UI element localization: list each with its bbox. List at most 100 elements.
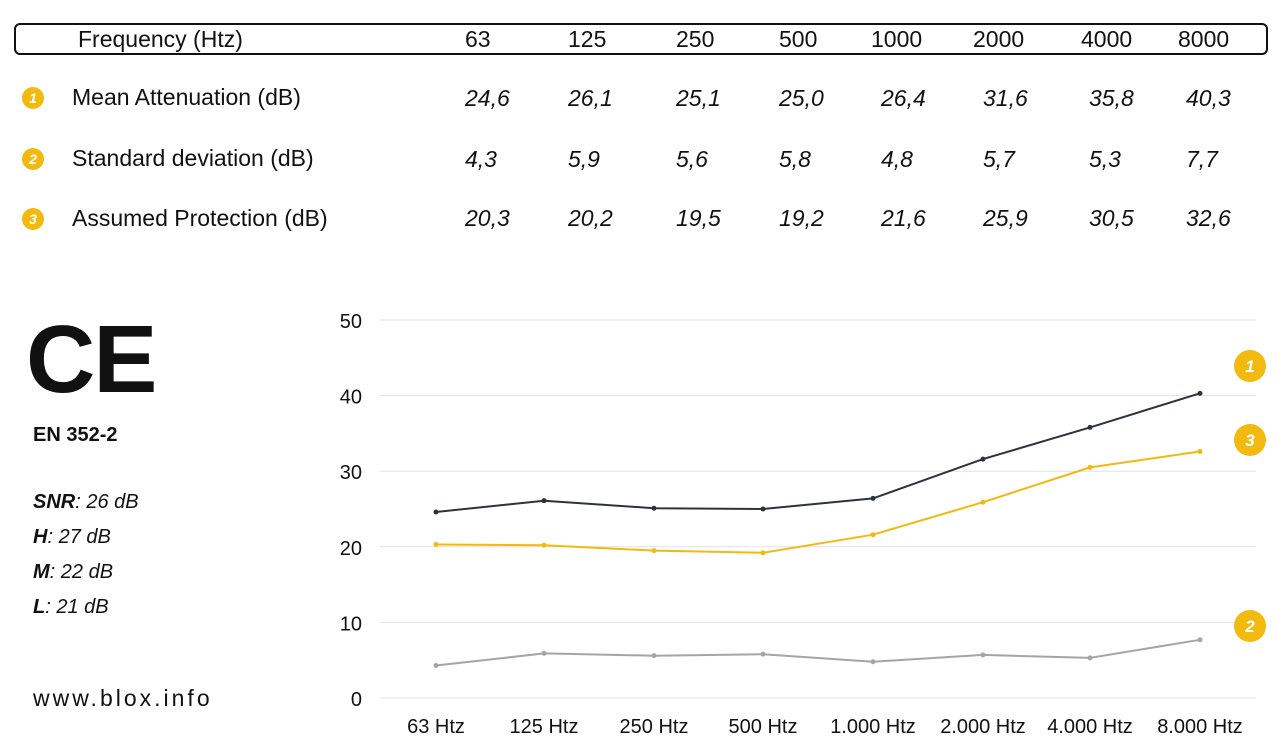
website-link[interactable]: www.blox.info xyxy=(33,685,213,711)
series-3-point xyxy=(1197,449,1203,455)
ce-mark-logo: CE xyxy=(26,306,157,413)
x-tick-label: 125 Htz xyxy=(510,716,579,738)
x-tick-label: 2.000 Htz xyxy=(940,716,1026,738)
freq-header-1000: 1000 xyxy=(871,26,923,52)
spec-h-key: H xyxy=(33,526,48,548)
row2-value-2000: 5,7 xyxy=(983,146,1015,172)
freq-header-500: 500 xyxy=(779,26,818,52)
series-badge-circle xyxy=(1234,350,1266,382)
series-3-point xyxy=(541,542,547,548)
series-badge-label: 1 xyxy=(1245,357,1254,376)
row3-value-4000: 30,5 xyxy=(1089,205,1134,231)
spec-m: M: 22 dB xyxy=(33,561,113,584)
series-1-point xyxy=(433,509,439,515)
spec-snr-key: SNR xyxy=(33,491,76,513)
row2-value-8000: 7,7 xyxy=(1186,146,1218,172)
row2-value-1000: 4,8 xyxy=(881,146,913,172)
row-badge-3: 3 xyxy=(22,208,44,230)
series-2-point xyxy=(651,653,657,659)
row-label-mean-attenuation: Mean Attenuation (dB) xyxy=(72,84,301,110)
series-1-badge: 1 xyxy=(1234,350,1266,382)
series-1-point xyxy=(541,498,547,504)
freq-header-125: 125 xyxy=(568,26,607,52)
spec-m-key: M xyxy=(33,561,50,583)
series-badge-label: 2 xyxy=(1244,617,1255,636)
x-tick-label: 4.000 Htz xyxy=(1047,716,1133,738)
series-1-point xyxy=(651,505,657,511)
series-3-point xyxy=(980,499,986,505)
series-3-point xyxy=(1087,464,1093,470)
spec-h: H: 27 dB xyxy=(33,526,111,549)
series-2-point xyxy=(760,651,766,657)
series-2-point xyxy=(541,650,547,656)
x-tick-label: 250 Htz xyxy=(620,716,689,738)
row1-value-250: 25,1 xyxy=(676,85,721,111)
series-3-line xyxy=(435,450,1201,554)
series-2-line xyxy=(435,638,1201,667)
series-3-point xyxy=(870,532,876,538)
y-tick-label: 0 xyxy=(351,689,362,711)
row1-value-63: 24,6 xyxy=(465,85,510,111)
series-badge-circle xyxy=(1234,610,1266,642)
y-tick-label: 30 xyxy=(340,462,362,484)
row2-value-250: 5,6 xyxy=(676,146,708,172)
series-1-point xyxy=(1087,424,1093,430)
row2-value-4000: 5,3 xyxy=(1089,146,1121,172)
x-tick-label: 63 Htz xyxy=(407,716,465,738)
x-tick-label: 500 Htz xyxy=(729,716,798,738)
row1-value-500: 25,0 xyxy=(779,85,824,111)
row-label-standard-deviation: Standard deviation (dB) xyxy=(72,145,314,171)
spec-h-value: : 27 dB xyxy=(47,526,111,548)
y-tick-label: 20 xyxy=(340,538,362,560)
x-tick-label: 1.000 Htz xyxy=(830,716,916,738)
y-tick-label: 10 xyxy=(340,613,362,635)
series-3-point xyxy=(760,550,766,556)
freq-header-4000: 4000 xyxy=(1081,26,1133,52)
row1-value-2000: 31,6 xyxy=(983,85,1028,111)
series-2-badge: 2 xyxy=(1234,610,1266,642)
spec-l: L: 21 dB xyxy=(33,596,109,619)
series-badge-circle xyxy=(1234,424,1266,456)
series-2-point xyxy=(1197,637,1203,643)
series-2-point xyxy=(1087,655,1093,661)
freq-header-63: 63 xyxy=(465,26,491,52)
y-tick-label: 40 xyxy=(340,387,362,409)
row1-value-1000: 26,4 xyxy=(881,85,926,111)
spec-snr-value: : 26 dB xyxy=(75,491,139,513)
row3-value-63: 20,3 xyxy=(465,205,510,231)
row1-value-4000: 35,8 xyxy=(1089,85,1134,111)
y-tick-label: 50 xyxy=(340,311,362,333)
series-1-point xyxy=(760,506,766,512)
table-header-frame xyxy=(14,23,1268,55)
row3-value-500: 19,2 xyxy=(779,205,824,231)
freq-header-250: 250 xyxy=(676,26,715,52)
row2-value-125: 5,9 xyxy=(568,146,600,172)
freq-header-8000: 8000 xyxy=(1178,26,1230,52)
series-1-line xyxy=(435,392,1201,513)
row1-value-8000: 40,3 xyxy=(1186,85,1231,111)
row3-value-125: 20,2 xyxy=(568,205,613,231)
spec-l-key: L xyxy=(33,596,46,618)
row3-value-2000: 25,9 xyxy=(983,205,1028,231)
series-2-point xyxy=(433,662,439,668)
series-badge-label: 3 xyxy=(1245,431,1255,450)
series-1-point xyxy=(980,456,986,462)
series-3-badge: 3 xyxy=(1234,424,1266,456)
series-1-point xyxy=(870,495,876,501)
row2-value-63: 4,3 xyxy=(465,146,497,172)
spec-snr: SNR: 26 dB xyxy=(33,491,139,514)
row3-value-8000: 32,6 xyxy=(1186,205,1231,231)
series-2-point xyxy=(870,659,876,665)
series-2-point xyxy=(980,652,986,658)
row-badge-2: 2 xyxy=(22,148,44,170)
row1-value-125: 26,1 xyxy=(568,85,613,111)
frequency-header-label: Frequency (Htz) xyxy=(78,26,243,52)
row-badge-1: 1 xyxy=(22,87,44,109)
row-label-assumed-protection: Assumed Protection (dB) xyxy=(72,205,328,231)
row3-value-250: 19,5 xyxy=(676,205,721,231)
standard-label: EN 352-2 xyxy=(33,424,118,446)
series-1-point xyxy=(1197,390,1203,396)
freq-header-2000: 2000 xyxy=(973,26,1025,52)
spec-m-value: : 22 dB xyxy=(49,561,114,583)
